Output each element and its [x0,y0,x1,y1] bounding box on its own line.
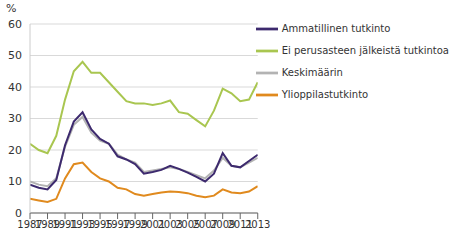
svg-text:30: 30 [8,112,22,125]
svg-text:60: 60 [8,18,22,31]
svg-text:40: 40 [8,81,22,94]
svg-text:2003: 2003 [157,219,183,231]
svg-text:1993: 1993 [69,219,96,231]
svg-text:20: 20 [8,144,22,157]
svg-text:1999: 1999 [122,219,148,231]
svg-text:0: 0 [15,207,22,220]
svg-text:1987: 1987 [17,219,43,231]
svg-text:2009: 2009 [210,219,236,231]
svg-text:1989: 1989 [34,219,61,231]
svg-text:50: 50 [8,49,22,62]
html-text:Ylioppilastutkinto: Ylioppilastutkinto [281,89,369,100]
svg-text:10: 10 [8,175,22,188]
html-text:Ei perusasteen jälkeistä tutki: Ei perusasteen jälkeistä tutkintoa [281,45,449,56]
svg-text:2005: 2005 [174,219,201,231]
svg-text:2007: 2007 [192,219,218,231]
svg-text:2013: 2013 [245,219,270,230]
html-text:Ammatillinen tutkinto: Ammatillinen tutkinto [281,23,391,34]
svg-text:1991: 1991 [52,219,78,231]
svg-text:1997: 1997 [104,219,131,231]
svg-text:2011: 2011 [227,219,253,231]
svg-text:2001: 2001 [139,219,166,231]
html-text:Keskimäärin: Keskimäärin [281,67,343,78]
svg-text:1995: 1995 [87,219,113,231]
